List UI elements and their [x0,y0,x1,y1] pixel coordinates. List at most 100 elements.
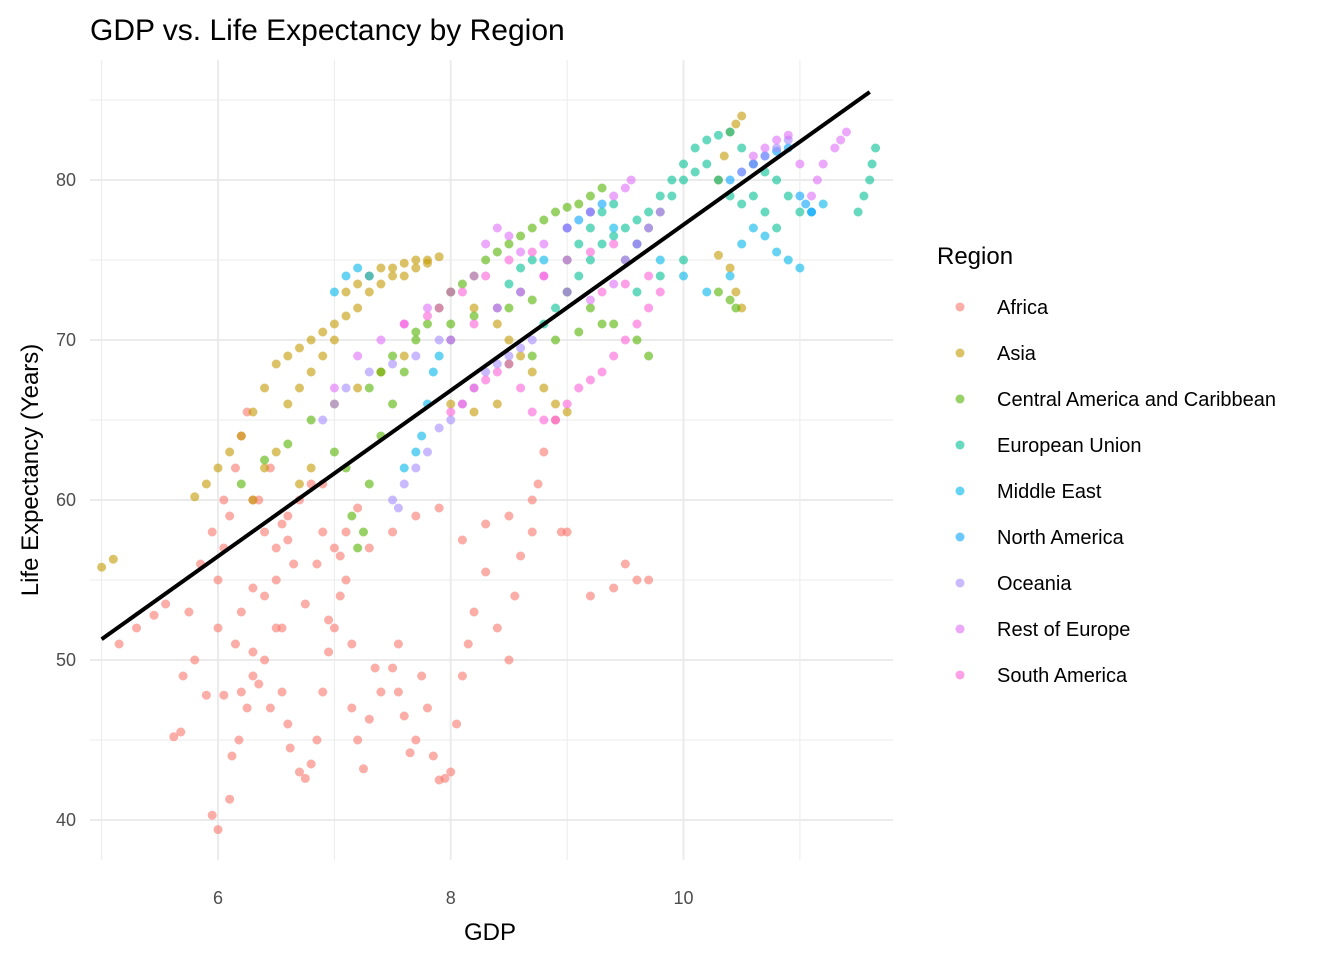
data-point [585,303,595,313]
data-point [207,810,217,820]
data-point [772,135,782,145]
data-point [609,231,619,241]
data-point [399,258,409,268]
data-point [294,479,304,489]
data-point [388,263,398,273]
data-point [731,287,741,297]
data-point [527,367,537,377]
legend-key [955,440,965,450]
data-point [225,511,235,521]
y-tick-label: 80 [56,170,76,190]
data-point [213,623,223,633]
data-point [283,439,293,449]
data-point [737,111,747,121]
data-point [399,479,409,489]
data-point [376,367,386,377]
data-point [504,655,514,665]
data-point [713,175,723,185]
data-point [329,623,339,633]
data-point [539,239,549,249]
data-point [713,130,723,140]
data-point [772,143,782,153]
data-point [234,735,244,745]
data-point [236,479,246,489]
data-point [516,287,526,297]
data-point [411,511,421,521]
data-point [260,527,270,537]
data-point [867,159,877,169]
data-point [219,690,229,700]
data-point [562,223,572,233]
data-point [533,479,543,489]
data-point [271,543,281,553]
data-point [399,463,409,473]
data-point [434,335,444,345]
data-point [411,263,421,273]
data-point [760,207,770,217]
data-point [318,527,328,537]
x-tick-label: 6 [213,888,223,908]
data-point [411,335,421,345]
data-point [801,199,811,209]
data-point [201,690,211,700]
data-point [574,199,584,209]
data-point [422,311,432,321]
legend-title: Region [937,243,1013,270]
data-point [725,175,735,185]
data-point [248,671,258,681]
data-point [364,287,374,297]
data-point [644,223,654,233]
data-point [411,255,421,265]
data-point [551,303,561,313]
data-point [562,399,572,409]
data-point [481,367,491,377]
data-point [417,431,427,441]
data-point [737,167,747,177]
data-point [679,175,689,185]
data-point [609,279,619,289]
data-point [865,175,875,185]
data-point [597,199,607,209]
data-point [277,687,287,697]
series-points [399,239,665,425]
data-point [422,447,432,457]
data-point [562,202,572,212]
data-point [399,367,409,377]
data-point [347,639,357,649]
data-point [434,303,444,313]
data-point [510,591,520,601]
data-point [190,492,200,502]
data-point [446,407,456,417]
data-point [341,575,351,585]
data-point [469,303,479,313]
data-point [504,231,514,241]
legend-key [955,624,965,634]
x-tick-labels: 6 8 10 [213,888,694,908]
data-point [516,551,526,561]
data-point [271,447,281,457]
data-point [585,591,595,601]
data-point [772,247,782,257]
data-point [399,271,409,281]
data-point [364,714,374,724]
data-point [236,687,246,697]
data-point [492,319,502,329]
data-point [440,773,450,783]
data-point [446,335,456,345]
data-point [248,495,258,505]
data-point [585,255,595,265]
data-point [405,748,415,758]
data-point [341,271,351,281]
data-point [562,407,572,417]
data-point [364,383,374,393]
data-point [178,671,188,681]
data-point [481,375,491,385]
trend-line [100,90,871,641]
data-point [108,554,118,564]
legend-key [955,348,965,358]
data-point [376,335,386,345]
data-point [609,351,619,361]
data-point [446,767,456,777]
data-point [277,519,287,529]
data-point [655,271,665,281]
